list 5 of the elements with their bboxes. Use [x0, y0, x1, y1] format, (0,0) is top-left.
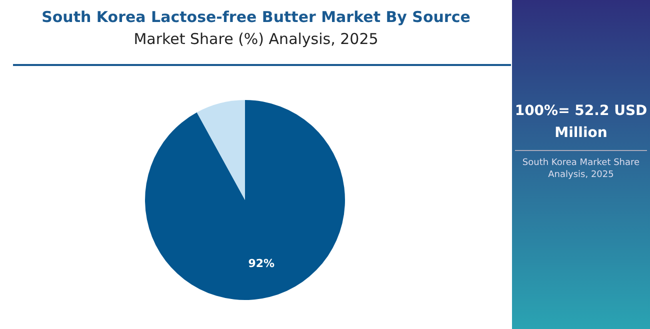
chart-subtitle: Market Share (%) Analysis, 2025	[132, 30, 380, 48]
chart-title: South Korea Lactose-free Butter Market By Source	[40, 8, 472, 26]
text: 100%= 52.2 USD Million	[514, 102, 648, 143]
data-label: 92%	[248, 256, 275, 270]
text: South Korea Market Share Analysis, 2025	[521, 157, 641, 181]
